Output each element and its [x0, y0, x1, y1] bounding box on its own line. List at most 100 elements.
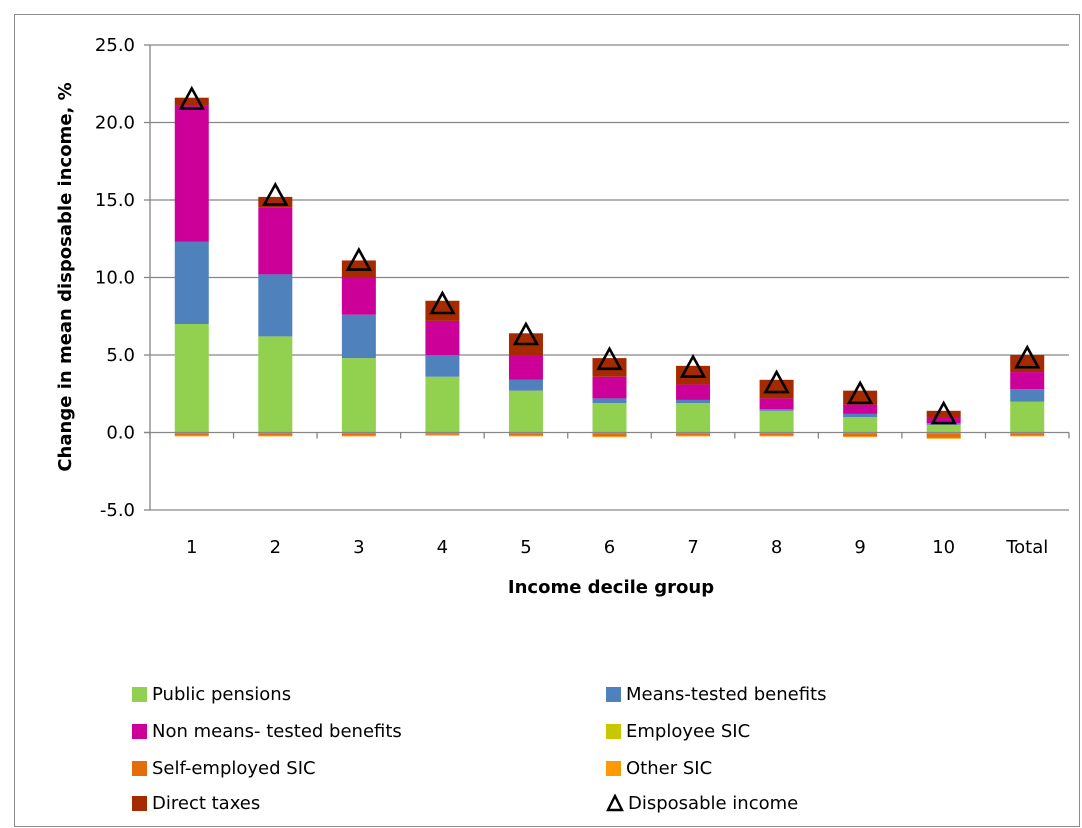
x-tick-label: 8 — [771, 537, 782, 558]
bar-segment — [425, 433, 460, 435]
disposable-income-marker — [178, 85, 205, 110]
bar-segment — [258, 435, 293, 437]
bar-segment — [676, 403, 711, 433]
axes — [144, 44, 1070, 511]
y-tick-label: 5.0 — [106, 345, 135, 366]
y-tick-label: 10.0 — [95, 268, 135, 289]
y-axis-title: Change in mean disposable income, % — [55, 82, 76, 471]
bar-segment — [592, 398, 627, 404]
bar-segment — [926, 437, 961, 439]
disposable-income-marker — [846, 380, 874, 405]
bar-segment — [676, 399, 711, 404]
y-tick-labels: -5.0 0.0 5.0 10.0 15.0 20.0 25.0 — [95, 35, 135, 521]
y-tick-label: 0.0 — [106, 423, 135, 444]
gridlines — [150, 44, 1069, 511]
x-axis-title: Income decile group — [508, 577, 714, 598]
bar-segment — [425, 355, 460, 377]
bar-segment — [592, 403, 627, 433]
bar-segment — [759, 398, 794, 410]
bar-segment — [258, 196, 293, 208]
bar-segment — [425, 376, 460, 433]
bar-segment — [759, 379, 794, 399]
bar-segment — [759, 410, 794, 433]
bar-segment — [676, 384, 711, 400]
bar-segment — [1010, 401, 1045, 433]
disposable-income-marker — [429, 290, 456, 315]
bar-segment — [759, 409, 794, 411]
bars — [174, 97, 1045, 439]
x-tick-label: 6 — [604, 537, 615, 558]
bar-segment — [592, 358, 627, 377]
x-tick-label: 4 — [437, 537, 448, 558]
x-tick-label: 3 — [353, 537, 364, 558]
bar-segment — [676, 365, 711, 385]
bar-segment — [174, 105, 209, 242]
bar-segment — [258, 207, 293, 275]
bar-segment — [1010, 372, 1045, 390]
bar-segment — [174, 433, 209, 436]
bar-segment — [843, 436, 878, 438]
x-tick-label: 9 — [854, 537, 865, 558]
bar-segment — [258, 336, 293, 433]
bar-segment — [508, 435, 543, 437]
bar-segment — [1010, 355, 1045, 373]
bar-segment — [843, 433, 878, 437]
bar-segment — [592, 436, 627, 438]
bar-segment — [508, 379, 543, 391]
bar-segment — [425, 300, 460, 321]
bar-segment — [843, 390, 878, 405]
disposable-income-marker — [763, 369, 790, 394]
bar-segment — [926, 417, 961, 424]
bar-segment — [341, 277, 376, 315]
bar-segment — [1010, 435, 1045, 437]
bar-segment — [926, 424, 961, 433]
bar-segment — [843, 404, 878, 414]
bar-segment — [676, 435, 711, 437]
bar-segment — [508, 433, 543, 436]
disposable-income-marker — [679, 353, 707, 378]
x-tick-label: 1 — [186, 537, 197, 558]
bar-segment — [508, 390, 543, 433]
bar-segment — [926, 433, 961, 438]
disposable-income-marker — [930, 400, 957, 425]
bar-segment — [174, 241, 209, 324]
x-tick-label: 10 — [932, 537, 955, 558]
bar-segment — [676, 433, 711, 436]
bar-segment — [759, 433, 794, 436]
y-tick-label: -5.0 — [100, 500, 135, 521]
bar-segment — [341, 314, 376, 359]
disposable-income-marker — [1014, 344, 1041, 369]
disposable-income-marker — [512, 321, 540, 346]
bar-segment — [1010, 433, 1045, 436]
y-tick-label: 20.0 — [95, 113, 135, 134]
bar-segment — [1010, 389, 1045, 402]
bar-segment — [843, 413, 878, 417]
x-tick-labels: 1 2 3 4 5 6 7 8 9 10 Total — [186, 537, 1048, 558]
y-tick-label: 25.0 — [95, 35, 135, 56]
bar-segment — [341, 435, 376, 437]
bar-segment — [843, 417, 878, 433]
bar-segment — [508, 355, 543, 380]
bar-segment — [926, 410, 961, 417]
disposable-income-marker — [596, 346, 623, 371]
y-tick-label: 15.0 — [95, 190, 135, 211]
bar-segment — [258, 274, 293, 337]
bar-segment — [759, 435, 794, 437]
bar-segment — [341, 433, 376, 436]
bar-segment — [174, 97, 209, 106]
bar-segment — [174, 324, 209, 433]
bar-segment — [592, 376, 627, 399]
bar-segment — [425, 434, 460, 436]
bar-segment — [258, 433, 293, 436]
x-tick-label: 7 — [687, 537, 698, 558]
bar-segment — [592, 433, 627, 437]
x-tick-label: 2 — [270, 537, 281, 558]
disposable-income-markers — [178, 85, 1041, 425]
disposable-income-marker — [262, 181, 289, 206]
disposable-income-marker — [345, 246, 373, 271]
bar-segment — [425, 320, 460, 355]
bar-segment — [174, 435, 209, 437]
x-tick-label: Total — [1005, 537, 1048, 558]
bar-segment — [341, 358, 376, 433]
